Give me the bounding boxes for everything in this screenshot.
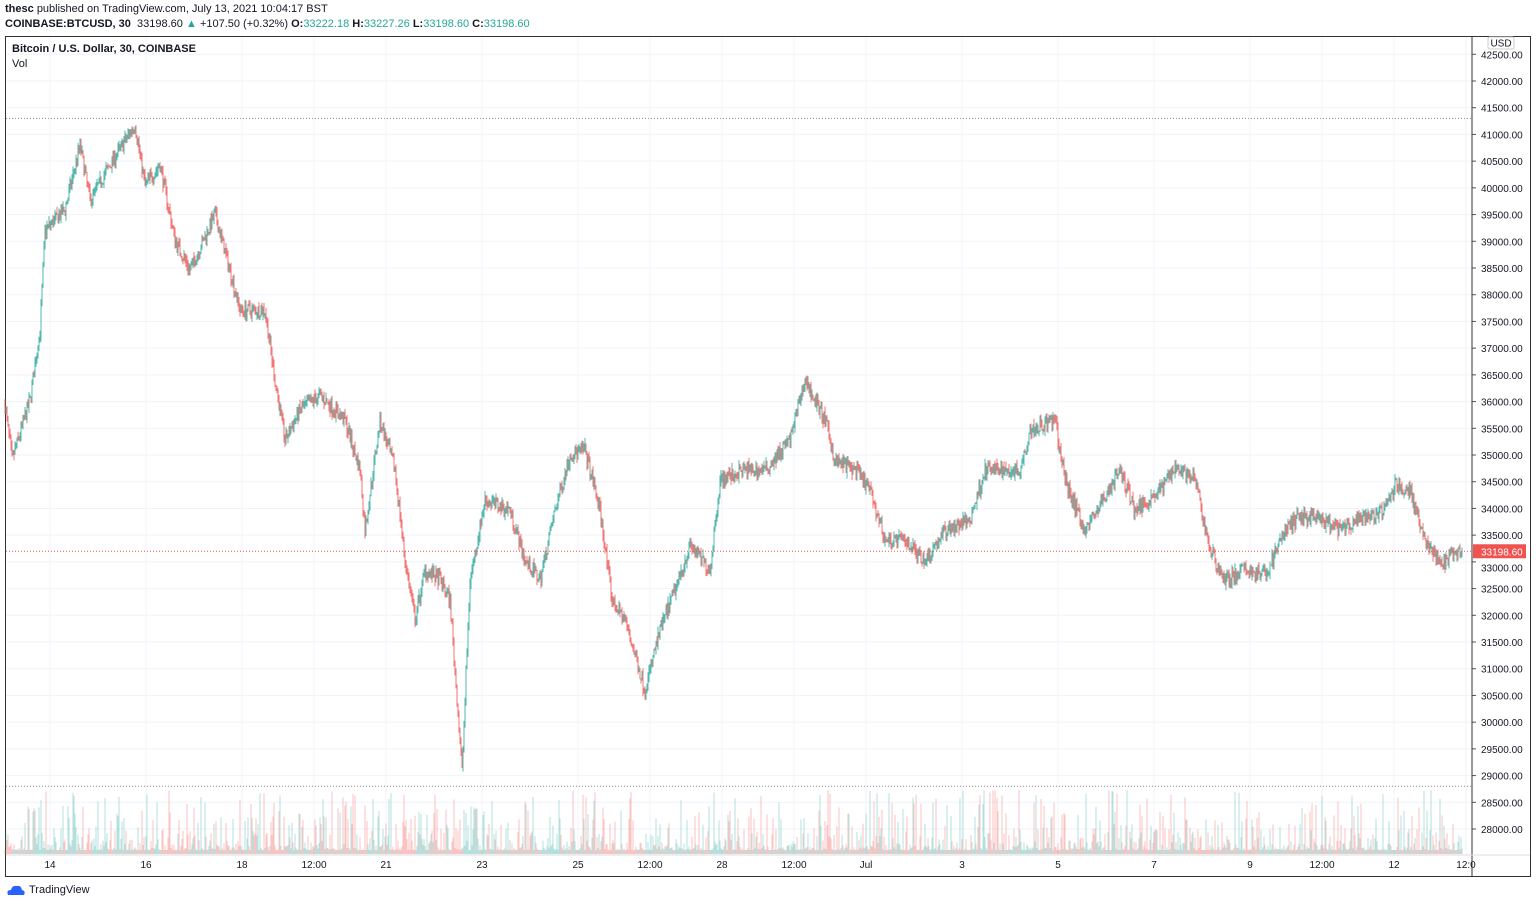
- currency-label: USD: [1490, 39, 1511, 50]
- x-tick-label: 23: [476, 860, 488, 871]
- x-tick-label: 16: [140, 860, 152, 871]
- y-tick-label: 36500.00: [1481, 371, 1523, 382]
- x-tick-label: 12:0: [1456, 860, 1476, 871]
- y-tick-label: 35000.00: [1481, 451, 1523, 462]
- x-tick-label: 18: [236, 860, 248, 871]
- brand-name: TradingView: [29, 884, 90, 896]
- y-tick-label: 39500.00: [1481, 211, 1523, 222]
- current-price-badge: [1473, 544, 1526, 559]
- y-tick-label: 33500.00: [1481, 531, 1523, 542]
- open-value: 33222.18: [303, 18, 350, 30]
- low-label: L:: [412, 18, 424, 30]
- y-tick-label: 37500.00: [1481, 317, 1523, 328]
- x-tick-label: 21: [380, 860, 392, 871]
- footer-brand: TradingView: [6, 884, 90, 896]
- x-tick-label: 12:00: [781, 860, 806, 871]
- y-tick-label: 32000.00: [1481, 611, 1523, 622]
- y-tick-label: 31500.00: [1481, 638, 1523, 649]
- y-tick-label: 28000.00: [1481, 825, 1523, 836]
- y-tick-label: 37000.00: [1481, 344, 1523, 355]
- triangle-up-icon: ▲: [185, 18, 197, 30]
- x-tick-label: 9: [1247, 860, 1253, 871]
- tradingview-cloud-logo: [7, 885, 25, 895]
- volume-label: Vol: [12, 58, 28, 70]
- close-label: C:: [472, 18, 484, 30]
- publisher: thesc: [5, 3, 34, 15]
- x-tick-label: Jul: [860, 860, 873, 871]
- last-price: 33198.60: [137, 18, 183, 30]
- x-tick-label: 25: [572, 860, 584, 871]
- y-tick-label: 29000.00: [1481, 772, 1523, 783]
- published-text: published on TradingView.com, July 13, 2…: [36, 3, 328, 15]
- y-tick-label: 30500.00: [1481, 691, 1523, 702]
- symbol: COINBASE:BTCUSD, 30: [5, 18, 131, 30]
- x-tick-label: 28: [716, 860, 728, 871]
- chart-frame[interactable]: [5, 36, 1531, 877]
- low-value: 33198.60: [423, 18, 470, 30]
- publish-info: thesc published on TradingView.com, July…: [5, 3, 328, 15]
- x-tick-label: 12:00: [301, 860, 326, 871]
- y-tick-label: 40500.00: [1481, 157, 1523, 168]
- y-tick-label: 34500.00: [1481, 478, 1523, 489]
- y-tick-label: 33000.00: [1481, 563, 1523, 574]
- y-tick-label: 42500.00: [1481, 50, 1523, 61]
- y-tick-label: 41500.00: [1481, 104, 1523, 115]
- y-tick-label: 36000.00: [1481, 398, 1523, 409]
- y-tick-label: 40000.00: [1481, 184, 1523, 195]
- y-tick-label: 28500.00: [1481, 798, 1523, 809]
- open-label: O:: [291, 18, 304, 30]
- x-tick-label: 12:00: [637, 860, 662, 871]
- x-tick-label: 12: [1388, 860, 1400, 871]
- y-tick-label: 39000.00: [1481, 237, 1523, 248]
- close-value: 33198.60: [483, 18, 530, 30]
- current-price-label: 33198.60: [1481, 547, 1523, 558]
- y-tick-label: 38000.00: [1481, 291, 1523, 302]
- x-tick-label: 3: [959, 860, 965, 871]
- price-change: +107.50 (+0.32%): [199, 18, 289, 30]
- x-tick-label: 7: [1151, 860, 1157, 871]
- x-tick-label: 14: [44, 860, 56, 871]
- y-tick-label: 30000.00: [1481, 718, 1523, 729]
- y-tick-label: 42000.00: [1481, 77, 1523, 88]
- y-tick-label: 29500.00: [1481, 745, 1523, 756]
- y-tick-label: 32500.00: [1481, 585, 1523, 596]
- chart-title: Bitcoin / U.S. Dollar, 30, COINBASE: [12, 43, 196, 55]
- x-tick-label: 5: [1055, 860, 1061, 871]
- high-label: H:: [352, 18, 364, 30]
- y-tick-label: 35500.00: [1481, 424, 1523, 435]
- y-tick-label: 31000.00: [1481, 665, 1523, 676]
- x-tick-label: 12:00: [1309, 860, 1334, 871]
- currency-badge: [1487, 36, 1515, 50]
- y-tick-label: 41000.00: [1481, 130, 1523, 141]
- symbol-info: COINBASE:BTCUSD, 30 33198.60 ▲ +107.50 (…: [5, 18, 530, 30]
- high-value: 33227.26: [363, 18, 410, 30]
- y-tick-label: 34000.00: [1481, 504, 1523, 515]
- y-tick-label: 38500.00: [1481, 264, 1523, 275]
